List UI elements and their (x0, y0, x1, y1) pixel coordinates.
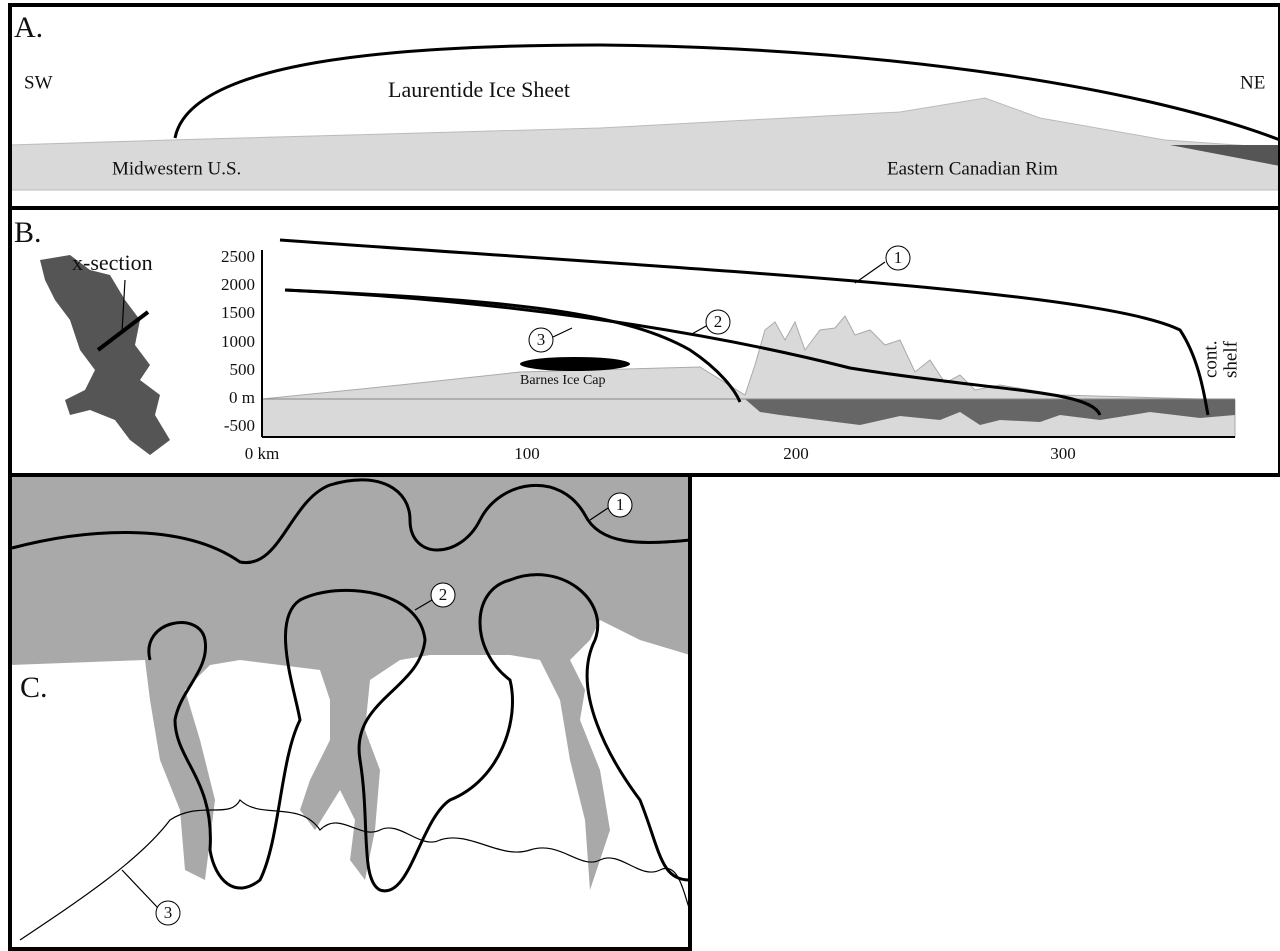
y-tick-label: 500 (230, 360, 256, 379)
direction-label: SW (24, 72, 53, 93)
x-tick-label: 0 km (245, 444, 279, 463)
marker-label: 1 (616, 495, 625, 514)
region-label: Midwestern U.S. (112, 158, 241, 179)
figure: A. SW NE Laurentide Ice Sheet Midwestern… (0, 0, 1280, 951)
ice-sheet-label: Laurentide Ice Sheet (388, 77, 570, 102)
marker-label: 3 (537, 330, 546, 349)
panel-label: B. (14, 216, 42, 249)
terrain (262, 316, 1235, 437)
marker-label: 1 (894, 248, 903, 267)
x-tick-label: 300 (1050, 444, 1076, 463)
y-tick-label: 1000 (221, 332, 255, 351)
leader (122, 870, 158, 908)
direction-label: NE (1240, 72, 1265, 93)
leader (690, 325, 708, 335)
leader (553, 328, 572, 337)
y-tick-label: 2000 (221, 275, 255, 294)
panel-b: 2500 2000 1500 1000 500 0 m -500 0 km 10… (10, 208, 1280, 475)
inset-label: x-section (72, 250, 153, 275)
ice-cap-label: Barnes Ice Cap (520, 373, 606, 388)
y-tick-label: 0 m (229, 388, 255, 407)
y-tick-label: 2500 (221, 247, 255, 266)
panel-label: A. (14, 11, 43, 44)
shelf-label: shelf (1220, 340, 1241, 378)
inset-map (40, 255, 170, 455)
shelf-label: cont. (1200, 341, 1221, 378)
y-tick-label: 1500 (221, 303, 255, 322)
region-label: Eastern Canadian Rim (887, 158, 1058, 179)
y-tick-label: -500 (224, 416, 255, 435)
leader (855, 262, 885, 283)
marker-label: 2 (439, 585, 448, 604)
marker-label: 2 (714, 312, 723, 331)
panel-a: A. SW NE Laurentide Ice Sheet Midwestern… (10, 5, 1280, 208)
panel-c: 1 2 3 C. (10, 475, 690, 949)
panel-label: C. (20, 671, 48, 704)
ice-cap (520, 357, 630, 371)
x-tick-label: 100 (514, 444, 540, 463)
marker-label: 3 (164, 903, 173, 922)
x-tick-label: 200 (783, 444, 809, 463)
